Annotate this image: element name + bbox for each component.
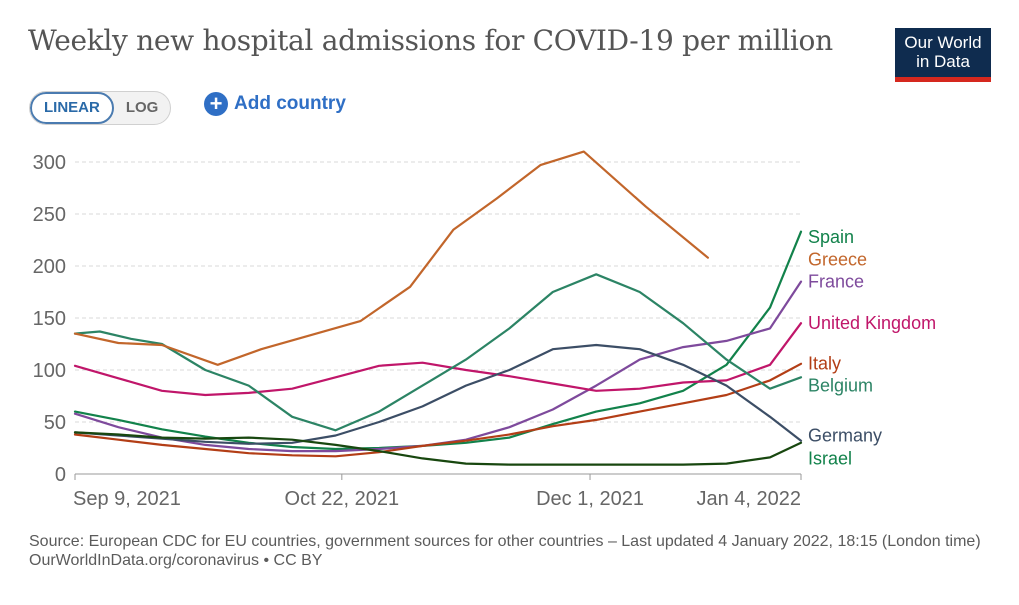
y-tick-label: 250 <box>33 204 66 226</box>
series-label-greece: Greece <box>808 250 867 270</box>
logo-line-1: Our World <box>904 33 982 52</box>
linear-scale-button[interactable]: LINEAR <box>30 92 114 124</box>
series-label-spain: Spain <box>808 227 854 247</box>
add-country-button[interactable]: + Add country <box>204 92 346 116</box>
add-country-label: Add country <box>234 93 346 114</box>
series-line-greece <box>73 150 709 366</box>
log-scale-button[interactable]: LOG <box>125 99 159 116</box>
x-tick-label: Sep 9, 2021 <box>73 488 181 510</box>
series-label-israel: Israel <box>808 448 852 468</box>
x-tick-label: Jan 4, 2022 <box>696 488 801 510</box>
y-tick-label: 50 <box>44 412 66 434</box>
series-label-belgium: Belgium <box>808 376 873 396</box>
series-label-germany: Germany <box>808 425 882 445</box>
line-chart: 0 50 100 150 200 250 300 Sep 9, 2021 Oct 22, 202… <box>33 150 936 510</box>
logo-accent-bar <box>895 77 991 82</box>
plus-circle-icon: + <box>204 92 228 116</box>
series-label-italy: Italy <box>808 354 841 374</box>
y-tick-label: 300 <box>33 152 66 174</box>
series-line-spain <box>73 230 803 451</box>
y-tick-label: 100 <box>33 360 66 382</box>
series-line-israel <box>73 431 803 466</box>
y-tick-label: 200 <box>33 256 66 278</box>
x-tick-label: Dec 1, 2021 <box>536 488 644 510</box>
source-note: Source: European CDC for EU countries, g… <box>29 533 981 550</box>
credit-link[interactable]: OurWorldInData.org/coronavirus • CC BY <box>29 552 323 569</box>
series-line-united-kingdom <box>73 322 803 397</box>
chart-title: Weekly new hospital admissions for COVID… <box>28 24 833 57</box>
footer: Source: European CDC for EU countries, g… <box>29 532 989 570</box>
y-tick-label: 150 <box>33 308 66 330</box>
y-tick-label: 0 <box>55 464 66 486</box>
logo-line-2: in Data <box>916 52 970 71</box>
series-label-france: France <box>808 272 864 292</box>
scale-toggle: LINEAR LOG <box>29 91 172 125</box>
series-line-germany <box>73 343 803 445</box>
owid-logo[interactable]: Our World in Data <box>895 28 991 82</box>
series-line-italy <box>73 362 803 458</box>
series-label-united-kingdom: United Kingdom <box>808 313 936 333</box>
x-tick-label: Oct 22, 2021 <box>285 488 400 510</box>
